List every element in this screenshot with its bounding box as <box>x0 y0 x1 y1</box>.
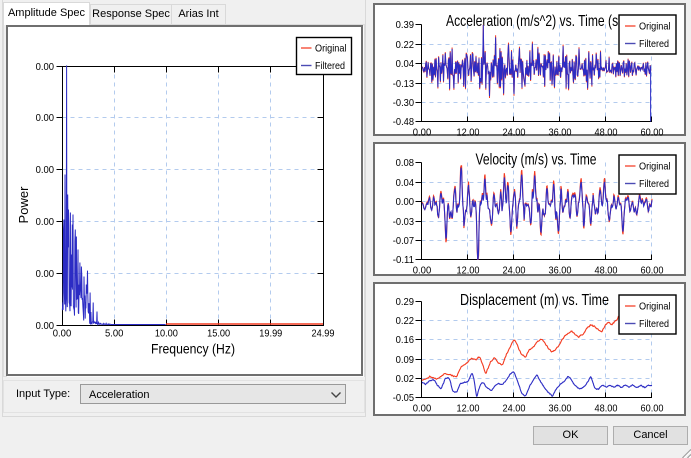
svg-text:0.16: 0.16 <box>396 334 415 346</box>
svg-text:-0.03: -0.03 <box>393 216 414 228</box>
svg-text:Power: Power <box>16 186 31 224</box>
svg-text:0.00: 0.00 <box>53 328 72 340</box>
svg-text:-0.05: -0.05 <box>393 392 414 404</box>
svg-text:48.00: 48.00 <box>595 403 618 415</box>
svg-text:Filtered: Filtered <box>639 178 669 190</box>
svg-text:Acceleration (m/s^2) vs. Time: Acceleration (m/s^2) vs. Time (sec) <box>446 13 635 30</box>
svg-text:60.00: 60.00 <box>641 403 664 415</box>
svg-text:24.00: 24.00 <box>503 127 526 139</box>
svg-text:24.00: 24.00 <box>503 265 526 277</box>
svg-text:0.09: 0.09 <box>396 354 415 366</box>
svg-text:Original: Original <box>639 21 671 33</box>
svg-text:0.00: 0.00 <box>36 216 55 228</box>
svg-text:0.00: 0.00 <box>36 320 55 332</box>
svg-text:-0.30: -0.30 <box>393 97 414 109</box>
svg-text:Filtered: Filtered <box>639 318 669 330</box>
svg-text:36.00: 36.00 <box>549 127 572 139</box>
svg-text:Velocity (m/s) vs. Time: Velocity (m/s) vs. Time <box>476 152 597 169</box>
svg-text:0.00: 0.00 <box>413 127 432 139</box>
svg-text:0.02: 0.02 <box>396 373 415 385</box>
svg-text:24.99: 24.99 <box>312 328 335 340</box>
svg-text:0.00: 0.00 <box>413 265 432 277</box>
svg-text:48.00: 48.00 <box>595 127 618 139</box>
svg-text:24.00: 24.00 <box>503 403 526 415</box>
svg-text:-0.07: -0.07 <box>393 235 414 247</box>
svg-text:10.00: 10.00 <box>155 328 178 340</box>
svg-text:60.00: 60.00 <box>641 127 664 139</box>
svg-text:-0.48: -0.48 <box>393 116 414 128</box>
svg-text:-0.11: -0.11 <box>393 254 414 266</box>
svg-text:Filtered: Filtered <box>639 38 669 50</box>
svg-text:0.22: 0.22 <box>396 39 415 51</box>
svg-text:0.04: 0.04 <box>396 177 415 189</box>
svg-text:0.00: 0.00 <box>413 403 432 415</box>
svg-text:0.29: 0.29 <box>396 296 415 308</box>
svg-text:0.00: 0.00 <box>36 164 55 176</box>
svg-text:60.00: 60.00 <box>641 265 664 277</box>
svg-text:5.00: 5.00 <box>105 328 124 340</box>
svg-text:36.00: 36.00 <box>549 265 572 277</box>
svg-text:12.00: 12.00 <box>457 403 480 415</box>
svg-text:19.99: 19.99 <box>259 328 282 340</box>
svg-text:0.00: 0.00 <box>36 268 55 280</box>
svg-text:0.04: 0.04 <box>396 58 415 70</box>
svg-text:12.00: 12.00 <box>457 127 480 139</box>
svg-text:0.00: 0.00 <box>36 61 55 73</box>
svg-text:0.39: 0.39 <box>396 19 415 31</box>
svg-text:Original: Original <box>639 161 671 173</box>
svg-text:Displacement (m) vs. Time: Displacement (m) vs. Time <box>460 292 609 309</box>
svg-text:0.22: 0.22 <box>396 315 415 327</box>
svg-text:0.00: 0.00 <box>36 112 55 124</box>
svg-text:0.08: 0.08 <box>396 157 415 169</box>
svg-text:Original: Original <box>639 301 671 313</box>
svg-text:Original: Original <box>315 43 347 55</box>
svg-text:Frequency (Hz): Frequency (Hz) <box>151 341 235 357</box>
svg-text:15.00: 15.00 <box>207 328 230 340</box>
svg-text:48.00: 48.00 <box>595 265 618 277</box>
svg-text:36.00: 36.00 <box>549 403 572 415</box>
svg-text:-0.13: -0.13 <box>393 78 414 90</box>
svg-text:0.00: 0.00 <box>396 196 415 208</box>
svg-text:Filtered: Filtered <box>315 60 345 72</box>
svg-text:12.00: 12.00 <box>457 265 480 277</box>
